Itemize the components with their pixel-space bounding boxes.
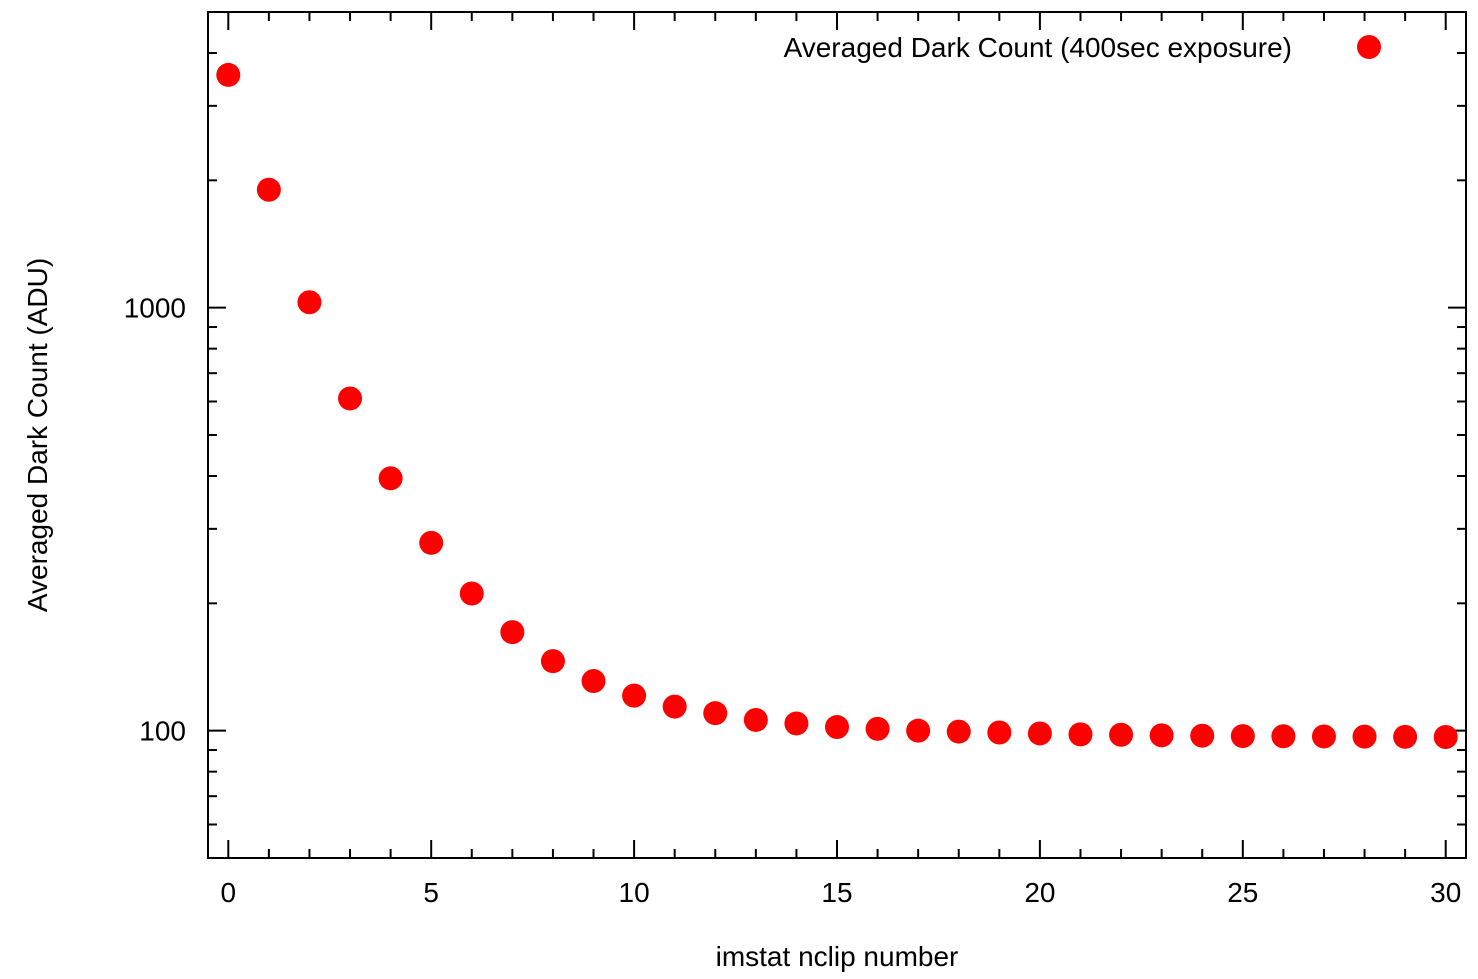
tick-labels: 0 5 10 15 20 25 30 100 1000 [124, 293, 1462, 908]
data-point [216, 62, 241, 87]
data-point [581, 669, 606, 694]
data-point [987, 720, 1012, 745]
data-point [784, 711, 809, 736]
y-axis-label: Averaged Dark Count (ADU) [22, 258, 53, 612]
data-point [459, 581, 484, 606]
axis-ticks [208, 12, 1466, 858]
x-tick-label: 10 [619, 877, 650, 908]
data-point [1271, 724, 1296, 749]
data-point [622, 683, 647, 708]
data-point [419, 530, 444, 555]
data-point [743, 707, 768, 732]
data-point [865, 716, 890, 741]
data-point [540, 649, 565, 674]
y-tick-label: 1000 [124, 293, 186, 324]
x-tick-label: 5 [423, 877, 439, 908]
x-tick-label: 20 [1024, 877, 1055, 908]
data-point [1109, 722, 1134, 747]
legend: Averaged Dark Count (400sec exposure) [784, 32, 1381, 63]
x-tick-label: 25 [1227, 877, 1258, 908]
data-point [1230, 724, 1255, 749]
y-tick-label: 100 [139, 716, 186, 747]
data-point [1190, 723, 1215, 748]
data-point [662, 694, 687, 719]
data-point [1433, 725, 1458, 750]
data-point [1149, 723, 1174, 748]
x-axis-label: imstat nclip number [716, 941, 959, 972]
data-point [946, 719, 971, 744]
data-point [256, 177, 281, 202]
x-tick-label: 30 [1430, 877, 1461, 908]
legend-marker [1357, 35, 1381, 59]
data-point [500, 620, 525, 645]
data-point [1352, 724, 1377, 749]
x-tick-label: 15 [821, 877, 852, 908]
data-points [216, 62, 1458, 750]
plot-frame [207, 11, 1467, 859]
data-point [906, 718, 931, 743]
data-point [825, 715, 849, 740]
data-point [338, 386, 363, 411]
data-point [378, 466, 403, 491]
legend-label: Averaged Dark Count (400sec exposure) [784, 32, 1292, 63]
data-point [703, 701, 728, 726]
x-tick-label: 0 [221, 877, 237, 908]
data-point [297, 290, 322, 315]
data-point [1027, 721, 1052, 746]
data-point [1393, 724, 1418, 749]
data-point [1068, 722, 1093, 747]
data-point [1311, 724, 1336, 749]
